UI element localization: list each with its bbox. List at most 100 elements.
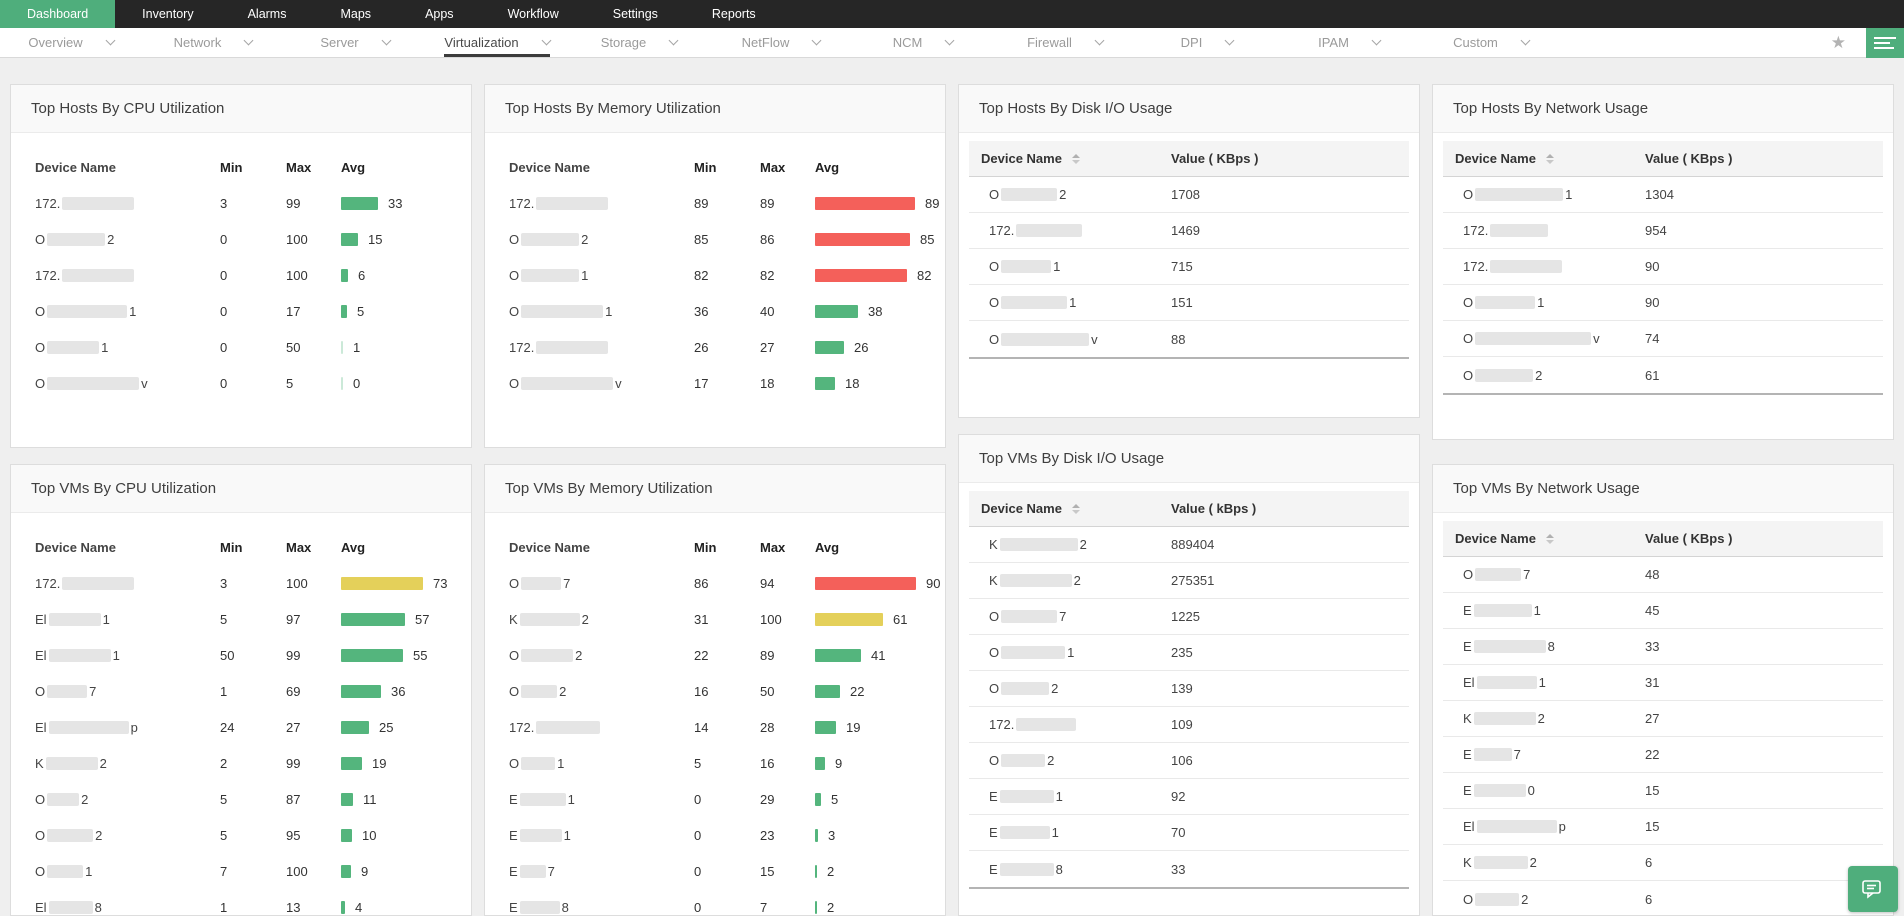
column-header-device-name[interactable]: Device Name — [981, 501, 1171, 516]
table-row[interactable]: 172. 26 27 26 — [509, 329, 921, 365]
table-row[interactable]: O 1 0 50 1 — [35, 329, 447, 365]
table-row[interactable]: O 2 0 100 15 — [35, 221, 447, 257]
table-row[interactable]: O 2 16 50 22 — [509, 673, 921, 709]
table-row[interactable]: E 1 70 — [969, 815, 1409, 851]
subnav-tab-server[interactable]: Server — [284, 28, 426, 57]
nav-tab-maps[interactable]: Maps — [340, 7, 372, 21]
sort-icon[interactable] — [1071, 503, 1080, 514]
device-name-cell[interactable]: El p — [1463, 819, 1645, 834]
nav-tab-apps[interactable]: Apps — [425, 7, 454, 21]
table-row[interactable]: O 1 0 17 5 — [35, 293, 447, 329]
table-row[interactable]: K 2 889404 — [969, 527, 1409, 563]
subnav-tab-overview[interactable]: Overview — [0, 28, 142, 57]
device-name-cell[interactable]: El 1 — [35, 612, 220, 627]
table-row[interactable]: O 1 715 — [969, 249, 1409, 285]
table-row[interactable]: 172. 954 — [1443, 213, 1883, 249]
table-row[interactable]: K 2 31 100 61 — [509, 601, 921, 637]
subnav-tab-network[interactable]: Network — [142, 28, 284, 57]
subnav-tab-custom[interactable]: Custom — [1420, 28, 1562, 57]
table-row[interactable]: O 7 1 69 36 — [35, 673, 447, 709]
device-name-cell[interactable]: 172. — [35, 576, 220, 591]
table-row[interactable]: O 2 22 89 41 — [509, 637, 921, 673]
chevron-down-icon[interactable] — [1224, 35, 1235, 46]
chevron-down-icon[interactable] — [243, 35, 254, 46]
table-row[interactable]: 172. 3 99 33 — [35, 185, 447, 221]
device-name-cell[interactable]: El 1 — [1463, 675, 1645, 690]
table-row[interactable]: O 1 235 — [969, 635, 1409, 671]
table-row[interactable]: E 7 22 — [1443, 737, 1883, 773]
device-name-cell[interactable]: El 8 — [35, 900, 220, 915]
device-name-cell[interactable]: El p — [35, 720, 220, 735]
table-row[interactable]: K 2 27 — [1443, 701, 1883, 737]
table-row[interactable]: O 2 106 — [969, 743, 1409, 779]
table-row[interactable]: O 7 1225 — [969, 599, 1409, 635]
table-row[interactable]: El 1 31 — [1443, 665, 1883, 701]
table-row[interactable]: El p 15 — [1443, 809, 1883, 845]
table-row[interactable]: O 1 90 — [1443, 285, 1883, 321]
device-name-cell[interactable]: 172. — [509, 720, 694, 735]
favorite-star-icon[interactable]: ★ — [1830, 33, 1846, 52]
subnav-tab-netflow[interactable]: NetFlow — [710, 28, 852, 57]
device-name-cell[interactable]: 172. — [35, 268, 220, 283]
table-row[interactable]: O 1 7 100 9 — [35, 853, 447, 889]
nav-tab-dashboard[interactable]: Dashboard — [0, 0, 116, 28]
table-row[interactable]: O 2 1708 — [969, 177, 1409, 213]
table-row[interactable]: O 1 151 — [969, 285, 1409, 321]
nav-tab-reports[interactable]: Reports — [711, 7, 756, 21]
table-row[interactable]: E 1 92 — [969, 779, 1409, 815]
table-row[interactable]: 172. 0 100 6 — [35, 257, 447, 293]
chevron-down-icon[interactable] — [381, 35, 392, 46]
device-name-cell[interactable]: 172. — [1463, 223, 1645, 238]
table-row[interactable]: 172. 1469 — [969, 213, 1409, 249]
table-row[interactable]: E 8 33 — [969, 851, 1409, 887]
device-name-cell[interactable]: 172. — [509, 340, 694, 355]
column-header-device-name[interactable]: Device Name — [1455, 151, 1645, 166]
column-header-device-name[interactable]: Device Name — [1455, 531, 1645, 546]
table-row[interactable]: O 2 5 87 11 — [35, 781, 447, 817]
table-row[interactable]: El 1 5 97 57 — [35, 601, 447, 637]
subnav-tab-ipam[interactable]: IPAM — [1278, 28, 1420, 57]
table-row[interactable]: O 2 85 86 85 — [509, 221, 934, 257]
nav-tab-alarms[interactable]: Alarms — [247, 7, 287, 21]
nav-tab-workflow[interactable]: Workflow — [507, 7, 559, 21]
chevron-down-icon[interactable] — [668, 35, 679, 46]
subnav-tab-ncm[interactable]: NCM — [852, 28, 994, 57]
nav-tab-inventory[interactable]: Inventory — [142, 7, 194, 21]
chevron-down-icon[interactable] — [1094, 35, 1105, 46]
table-row[interactable]: O 2 5 95 10 — [35, 817, 447, 853]
chevron-down-icon[interactable] — [541, 35, 552, 46]
sort-icon[interactable] — [1071, 153, 1080, 164]
